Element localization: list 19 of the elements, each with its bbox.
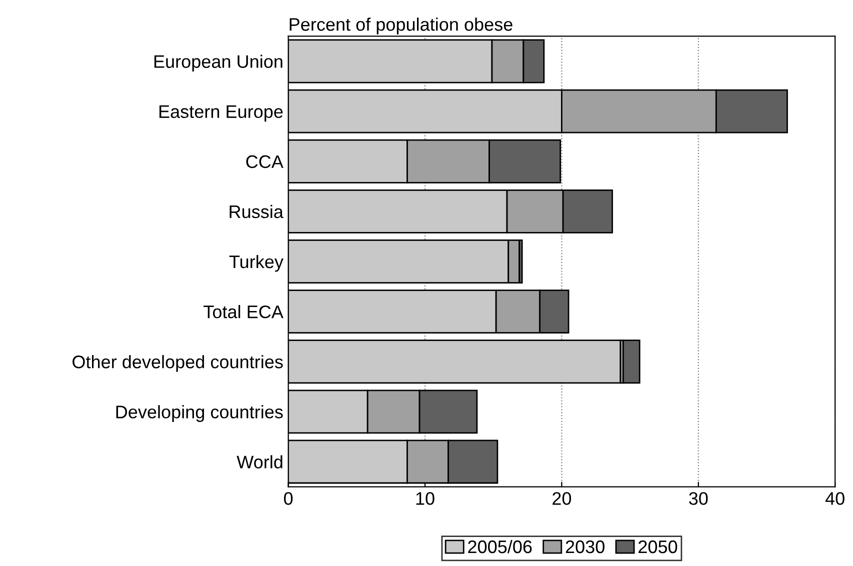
- legend-label: 2050: [638, 540, 678, 554]
- x-tick-label: 40: [825, 492, 844, 505]
- y-tick-label: Total ECA: [204, 305, 284, 318]
- y-tick-label: Other developed countries: [72, 355, 283, 372]
- y-tick-label: European Union: [154, 54, 282, 72]
- legend-label: 2005/06: [468, 540, 532, 554]
- legend-label: 2030: [566, 540, 604, 554]
- bar: [622, 340, 640, 384]
- y-tick-label: Developing countries: [116, 405, 283, 422]
- y-tick-label: Eastern Europe: [159, 105, 283, 122]
- y-tick-label: World: [236, 455, 282, 468]
- x-tick-label: 0: [284, 492, 293, 505]
- y-tick-label: CCA: [246, 155, 284, 168]
- x-tick-label: 30: [689, 492, 708, 505]
- y-tick-label: Russia: [230, 204, 284, 218]
- x-tick-label: 10: [416, 492, 434, 505]
- x-tick-label: 20: [552, 492, 572, 505]
- y-tick-label: Turkey: [229, 254, 284, 272]
- chart-title: Percent of population obese: [290, 18, 512, 34]
